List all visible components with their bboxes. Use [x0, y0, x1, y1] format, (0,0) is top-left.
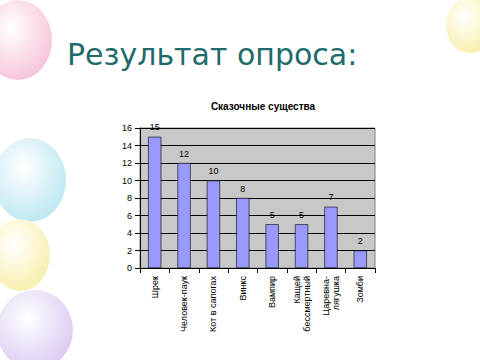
svg-text:Сказочные существа: Сказочные существа [211, 101, 316, 112]
svg-text:2: 2 [127, 246, 132, 256]
svg-text:16: 16 [122, 123, 132, 133]
svg-text:Вампир: Вампир [267, 276, 277, 308]
svg-text:Человек-паук: Человек-паук [179, 276, 189, 332]
svg-text:6: 6 [127, 211, 132, 221]
svg-text:8: 8 [127, 193, 132, 203]
svg-text:Кот в сапогах: Кот в сапогах [208, 276, 218, 332]
svg-text:лягушка: лягушка [331, 276, 341, 310]
svg-text:2: 2 [358, 236, 363, 246]
svg-text:8: 8 [240, 184, 245, 194]
svg-text:Результат опроса:: Результат опроса: [67, 37, 357, 72]
svg-text:Винкс: Винкс [238, 276, 248, 301]
svg-text:14: 14 [122, 141, 132, 151]
svg-text:0: 0 [127, 263, 132, 273]
svg-text:Кащей: Кащей [292, 276, 302, 304]
svg-text:5: 5 [270, 210, 275, 220]
svg-text:Шрек: Шрек [150, 276, 160, 298]
svg-text:12: 12 [179, 149, 189, 159]
svg-text:7: 7 [328, 192, 333, 202]
svg-text:10: 10 [208, 166, 218, 176]
svg-text:15: 15 [150, 122, 160, 132]
svg-text:Царевна-: Царевна- [321, 276, 331, 316]
svg-text:4: 4 [127, 228, 132, 238]
svg-text:10: 10 [122, 176, 132, 186]
svg-text:бессмертный: бессмертный [302, 276, 312, 332]
svg-text:Зомби: Зомби [355, 276, 365, 303]
svg-text:5: 5 [299, 210, 304, 220]
svg-text:12: 12 [122, 158, 132, 168]
